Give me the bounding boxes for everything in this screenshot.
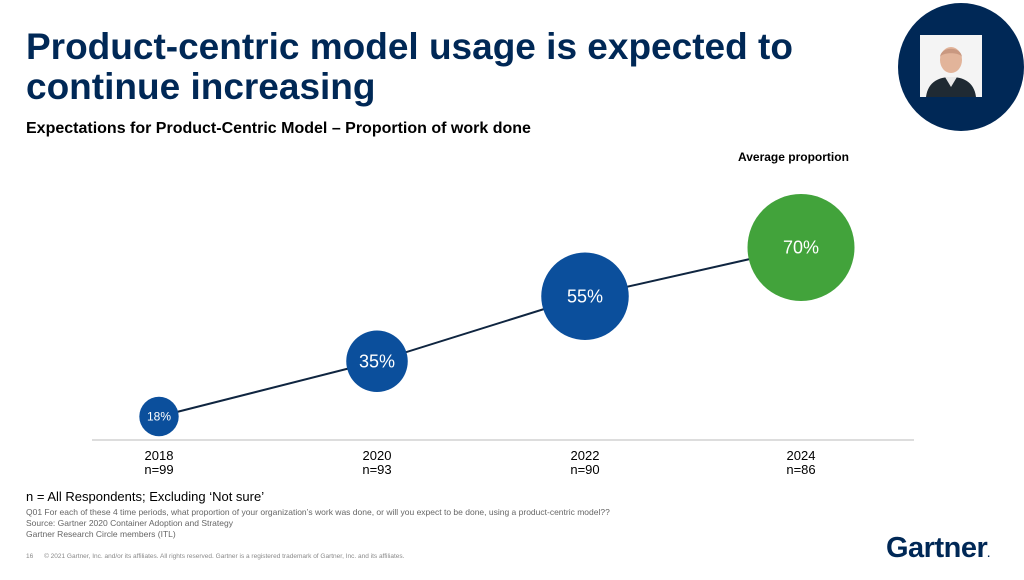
x-tick-year: 2020 — [362, 448, 392, 463]
data-label-2024: 70% — [783, 238, 819, 258]
data-point-2020 — [346, 330, 408, 392]
sample-note: Gartner Research Circle members (ITL) — [26, 529, 176, 539]
x-tick-label-2022: 2022 n=90 — [525, 449, 645, 477]
person-icon — [920, 35, 982, 97]
data-label-2020: 35% — [359, 351, 395, 371]
x-tick-label-2024: 2024 n=86 — [741, 449, 861, 477]
x-tick-label-2020: 2020 n=93 — [317, 449, 437, 477]
x-tick-label-2018: 2018 n=99 — [99, 449, 219, 477]
copyright: 16 © 2021 Gartner, Inc. and/or its affil… — [26, 553, 405, 560]
page-title: Product-centric model usage is expected … — [26, 26, 793, 107]
source-note: Source: Gartner 2020 Container Adoption … — [26, 518, 233, 528]
data-point-2024 — [747, 194, 855, 301]
average-proportion-label: Average proportion — [738, 150, 849, 164]
data-label-2018: 18% — [147, 410, 171, 424]
data-point-2022 — [541, 252, 629, 340]
trend-line — [158, 246, 802, 418]
question-note: Q01 For each of these 4 time periods, wh… — [26, 507, 610, 517]
respondents-note: n = All Respondents; Excluding ‘Not sure… — [26, 489, 265, 504]
data-point-2018 — [139, 396, 179, 437]
x-tick-sample-size: n=90 — [570, 462, 600, 477]
footnotes: Q01 For each of these 4 time periods, wh… — [26, 507, 610, 540]
chart-subtitle: Expectations for Product-Centric Model –… — [26, 120, 531, 137]
x-tick-sample-size: n=93 — [362, 462, 392, 477]
x-tick-year: 2022 — [570, 448, 600, 463]
presenter-badge — [898, 3, 1024, 131]
data-label-2022: 55% — [567, 286, 603, 306]
presenter-photo — [920, 35, 982, 97]
x-tick-year: 2018 — [144, 448, 174, 463]
gartner-logo: Gartner. — [886, 532, 990, 564]
x-tick-sample-size: n=99 — [144, 462, 174, 477]
x-tick-sample-size: n=86 — [786, 462, 816, 477]
line-chart: 18% 35% 55% 70% — [92, 194, 914, 441]
x-tick-year: 2024 — [786, 448, 816, 463]
